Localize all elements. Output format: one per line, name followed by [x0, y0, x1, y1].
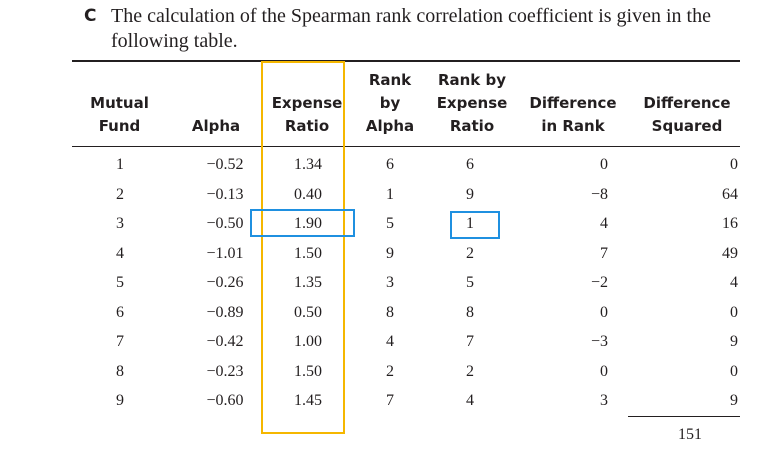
cell-difference-squared: 0	[730, 304, 738, 321]
cell-rank-alpha: 6	[386, 156, 394, 173]
cell-rank-alpha: 1	[386, 186, 394, 203]
cell-alpha: −0.23	[206, 363, 244, 380]
cell-difference-squared: 49	[722, 245, 738, 262]
cell-rank-alpha: 8	[386, 304, 394, 321]
header-line: Difference	[529, 94, 617, 112]
cell-rank-expense: 8	[466, 304, 474, 321]
cell-rank-alpha: 9	[386, 245, 394, 262]
header-difference-squared: Difference Squared	[636, 92, 738, 138]
cell-alpha: −0.13	[206, 186, 244, 203]
cell-alpha: −0.52	[206, 156, 244, 173]
cell-difference-squared: 0	[730, 363, 738, 380]
cell-rank-alpha: 7	[386, 392, 394, 409]
cell-difference-squared: 64	[722, 186, 738, 203]
cell-expense-ratio: 0.40	[294, 186, 322, 203]
cell-rank-expense: 4	[466, 392, 474, 409]
header-alpha: Alpha	[180, 115, 252, 138]
header-line: Ratio	[284, 117, 330, 135]
section-letter: C	[84, 6, 97, 26]
header-line: Expense	[436, 94, 508, 112]
header-line: in Rank	[541, 117, 605, 135]
header-line: Fund	[98, 117, 141, 135]
header-line: Ratio	[449, 117, 495, 135]
cell-difference: −8	[590, 186, 608, 203]
cell-difference: 4	[600, 215, 608, 232]
expense-ratio-column-highlight	[261, 61, 345, 434]
header-expense-ratio: Expense Ratio	[265, 92, 349, 138]
cell-alpha: −0.89	[206, 304, 244, 321]
cell-alpha: −0.26	[206, 274, 244, 291]
cell-alpha: −0.50	[206, 215, 244, 232]
cell-fund: 4	[116, 245, 124, 262]
cell-difference-squared: 4	[730, 274, 738, 291]
cell-rank-alpha: 4	[386, 333, 394, 350]
cell-rank-expense: 6	[466, 156, 474, 173]
intro-text: The calculation of the Spearman rank cor…	[111, 5, 711, 52]
cell-difference: 0	[600, 304, 608, 321]
cell-fund: 6	[116, 304, 124, 321]
fund3-rank-by-expense-highlight	[450, 211, 500, 239]
cell-difference-squared: 16	[722, 215, 738, 232]
cell-difference: 0	[600, 363, 608, 380]
top-rule	[72, 60, 740, 62]
cell-fund: 7	[116, 333, 124, 350]
cell-rank-expense: 9	[466, 186, 474, 203]
header-line: Expense	[271, 94, 343, 112]
cell-fund: 8	[116, 363, 124, 380]
cell-rank-expense: 2	[466, 363, 474, 380]
cell-difference: −2	[590, 274, 608, 291]
cell-difference: 3	[600, 392, 608, 409]
cell-rank-alpha: 5	[386, 215, 394, 232]
header-line: Rank by	[437, 71, 507, 89]
cell-expense-ratio: 1.90	[294, 215, 322, 232]
header-line: by	[379, 94, 401, 112]
cell-difference: −3	[590, 333, 608, 350]
cell-expense-ratio: 1.45	[294, 392, 322, 409]
cell-rank-expense: 1	[466, 215, 474, 232]
cell-difference: 7	[600, 245, 608, 262]
header-difference-in-rank: Difference in Rank	[522, 92, 624, 138]
total-difference-squared: 151	[678, 426, 702, 443]
cell-fund: 2	[116, 186, 124, 203]
cell-difference-squared: 9	[730, 392, 738, 409]
header-line: Alpha	[191, 117, 241, 135]
cell-fund: 1	[116, 156, 124, 173]
cell-expense-ratio: 1.50	[294, 245, 322, 262]
cell-alpha: −0.42	[206, 333, 244, 350]
header-line: Mutual	[90, 94, 149, 112]
cell-difference: 0	[600, 156, 608, 173]
header-mutual-fund: Mutual Fund	[82, 92, 157, 138]
cell-rank-alpha: 3	[386, 274, 394, 291]
header-line: Difference	[643, 94, 731, 112]
header-rule	[72, 146, 740, 147]
cell-rank-alpha: 2	[386, 363, 394, 380]
cell-expense-ratio: 0.50	[294, 304, 322, 321]
cell-expense-ratio: 1.34	[294, 156, 322, 173]
cell-expense-ratio: 1.00	[294, 333, 322, 350]
cell-fund: 5	[116, 274, 124, 291]
cell-fund: 3	[116, 215, 124, 232]
cell-alpha: −0.60	[206, 392, 244, 409]
header-line: Alpha	[365, 117, 415, 135]
cell-alpha: −1.01	[206, 245, 244, 262]
header-rank-by-expense-ratio: Rank by Expense Ratio	[430, 69, 514, 138]
cell-expense-ratio: 1.35	[294, 274, 322, 291]
cell-expense-ratio: 1.50	[294, 363, 322, 380]
cell-difference-squared: 0	[730, 156, 738, 173]
cell-fund: 9	[116, 392, 124, 409]
cell-difference-squared: 9	[730, 333, 738, 350]
header-rank-by-alpha: Rank by Alpha	[358, 69, 422, 138]
sum-rule	[628, 416, 740, 417]
cell-rank-expense: 2	[466, 245, 474, 262]
cell-rank-expense: 7	[466, 333, 474, 350]
header-line: Squared	[651, 117, 723, 135]
fund3-expense-ratio-highlight	[250, 209, 355, 237]
header-line: Rank	[368, 71, 412, 89]
cell-rank-expense: 5	[466, 274, 474, 291]
